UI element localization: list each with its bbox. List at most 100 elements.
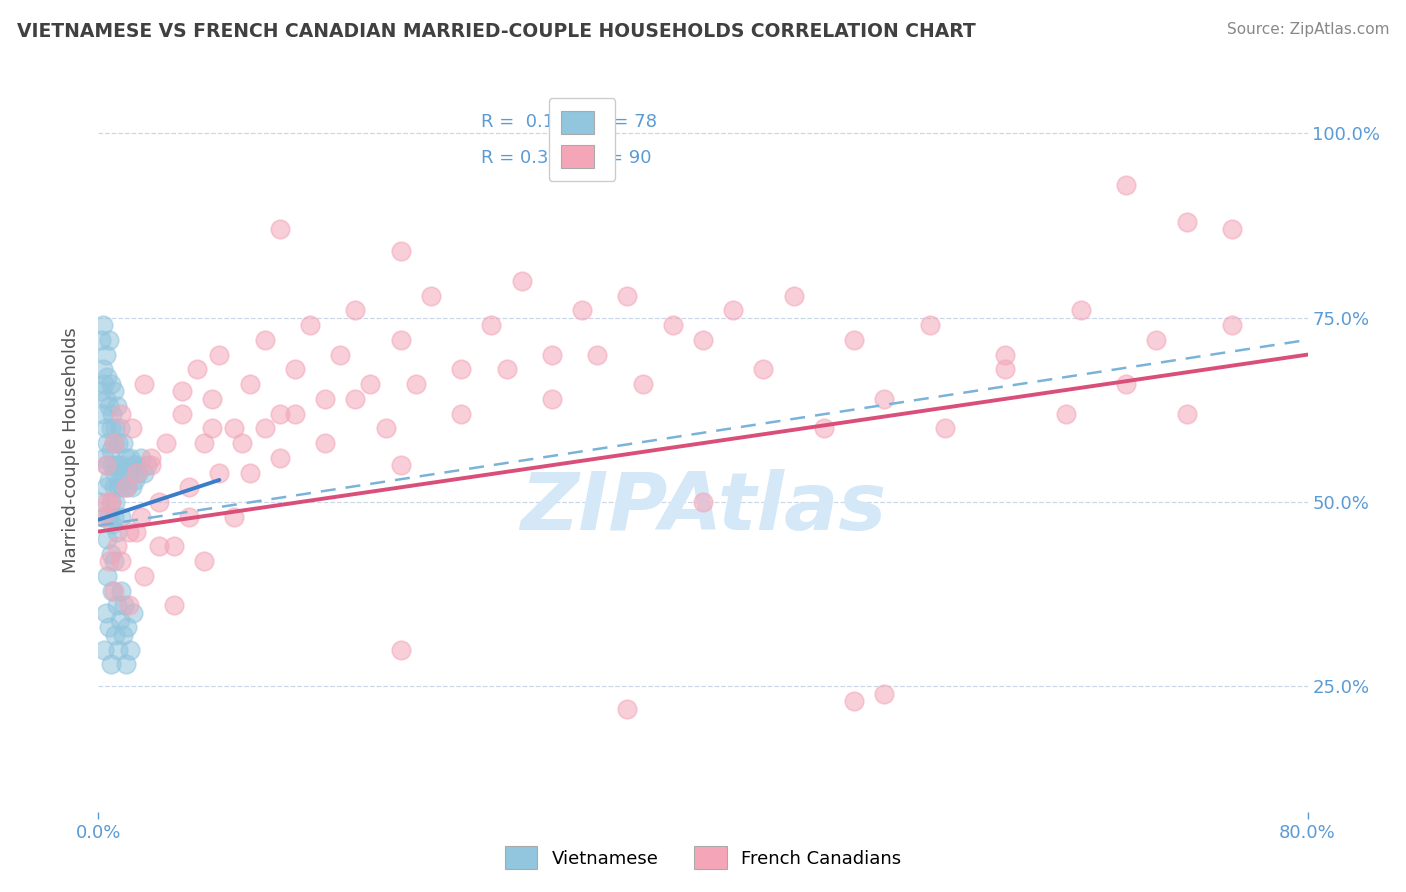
Point <box>495 362 517 376</box>
Point <box>201 421 224 435</box>
Point <box>120 450 142 465</box>
Point <box>111 436 134 450</box>
Point <box>101 407 124 421</box>
Point <box>1175 407 1198 421</box>
Point <box>94 606 117 620</box>
Point <box>224 421 246 435</box>
Point <box>90 333 112 347</box>
Point <box>586 348 609 362</box>
Point <box>93 509 115 524</box>
Point <box>155 436 177 450</box>
Point <box>96 495 118 509</box>
Point <box>103 436 125 450</box>
Point <box>108 473 131 487</box>
Point <box>94 480 117 494</box>
Point <box>104 421 127 435</box>
Point <box>389 244 412 259</box>
Point <box>121 480 143 494</box>
Point <box>314 392 336 406</box>
Point <box>103 480 125 494</box>
Point <box>284 362 307 376</box>
Point <box>269 407 291 421</box>
Point <box>98 399 121 413</box>
Point <box>616 288 638 302</box>
Point <box>1054 407 1077 421</box>
Point <box>114 450 136 465</box>
Point <box>329 348 352 362</box>
Point <box>132 377 155 392</box>
Point <box>103 509 125 524</box>
Point <box>510 274 533 288</box>
Point <box>661 318 683 332</box>
Point <box>124 473 146 487</box>
Point <box>1070 303 1092 318</box>
Point <box>91 362 114 376</box>
Point <box>723 303 745 318</box>
Point <box>208 348 231 362</box>
Point <box>224 509 246 524</box>
Point <box>107 642 129 657</box>
Point <box>104 628 127 642</box>
Point <box>103 554 125 568</box>
Point <box>186 362 208 376</box>
Y-axis label: Married-couple Households: Married-couple Households <box>62 327 80 574</box>
Point <box>179 509 201 524</box>
Point <box>105 539 128 553</box>
Point <box>105 599 128 613</box>
Point <box>844 333 866 347</box>
Point <box>115 620 138 634</box>
Point <box>91 407 114 421</box>
Point <box>122 606 145 620</box>
Point <box>121 421 143 435</box>
Point <box>692 333 714 347</box>
Text: VIETNAMESE VS FRENCH CANADIAN MARRIED-COUPLE HOUSEHOLDS CORRELATION CHART: VIETNAMESE VS FRENCH CANADIAN MARRIED-CO… <box>17 22 976 41</box>
Point <box>344 392 367 406</box>
Point <box>231 436 253 450</box>
Point <box>114 480 136 494</box>
Point <box>98 333 121 347</box>
Point <box>141 458 163 473</box>
Point <box>91 318 114 332</box>
Point <box>170 407 193 421</box>
Point <box>114 657 136 672</box>
Point <box>96 532 118 546</box>
Point <box>127 466 149 480</box>
Point <box>118 524 141 539</box>
Point <box>100 495 122 509</box>
Point <box>98 509 121 524</box>
Point <box>103 583 125 598</box>
Point <box>115 480 138 494</box>
Point <box>253 333 276 347</box>
Point <box>118 599 141 613</box>
Point <box>994 362 1017 376</box>
Point <box>844 694 866 708</box>
Point <box>96 569 118 583</box>
Point <box>103 384 125 399</box>
Point <box>108 421 131 435</box>
Point <box>132 466 155 480</box>
Point <box>389 458 412 473</box>
Point <box>179 480 201 494</box>
Point <box>163 599 186 613</box>
Point <box>1386 628 1406 642</box>
Point <box>1115 178 1137 192</box>
Point <box>111 628 134 642</box>
Point <box>94 421 117 435</box>
Legend: , : , <box>548 98 616 181</box>
Point <box>540 392 562 406</box>
Point <box>112 599 135 613</box>
Point <box>96 369 118 384</box>
Point <box>104 466 127 480</box>
Point <box>344 303 367 318</box>
Point <box>374 421 396 435</box>
Point <box>100 495 122 509</box>
Point <box>284 407 307 421</box>
Point <box>450 407 472 421</box>
Point <box>96 458 118 473</box>
Point <box>98 620 121 634</box>
Point <box>110 583 132 598</box>
Point <box>631 377 654 392</box>
Point <box>141 450 163 465</box>
Point <box>135 458 157 473</box>
Point <box>101 583 124 598</box>
